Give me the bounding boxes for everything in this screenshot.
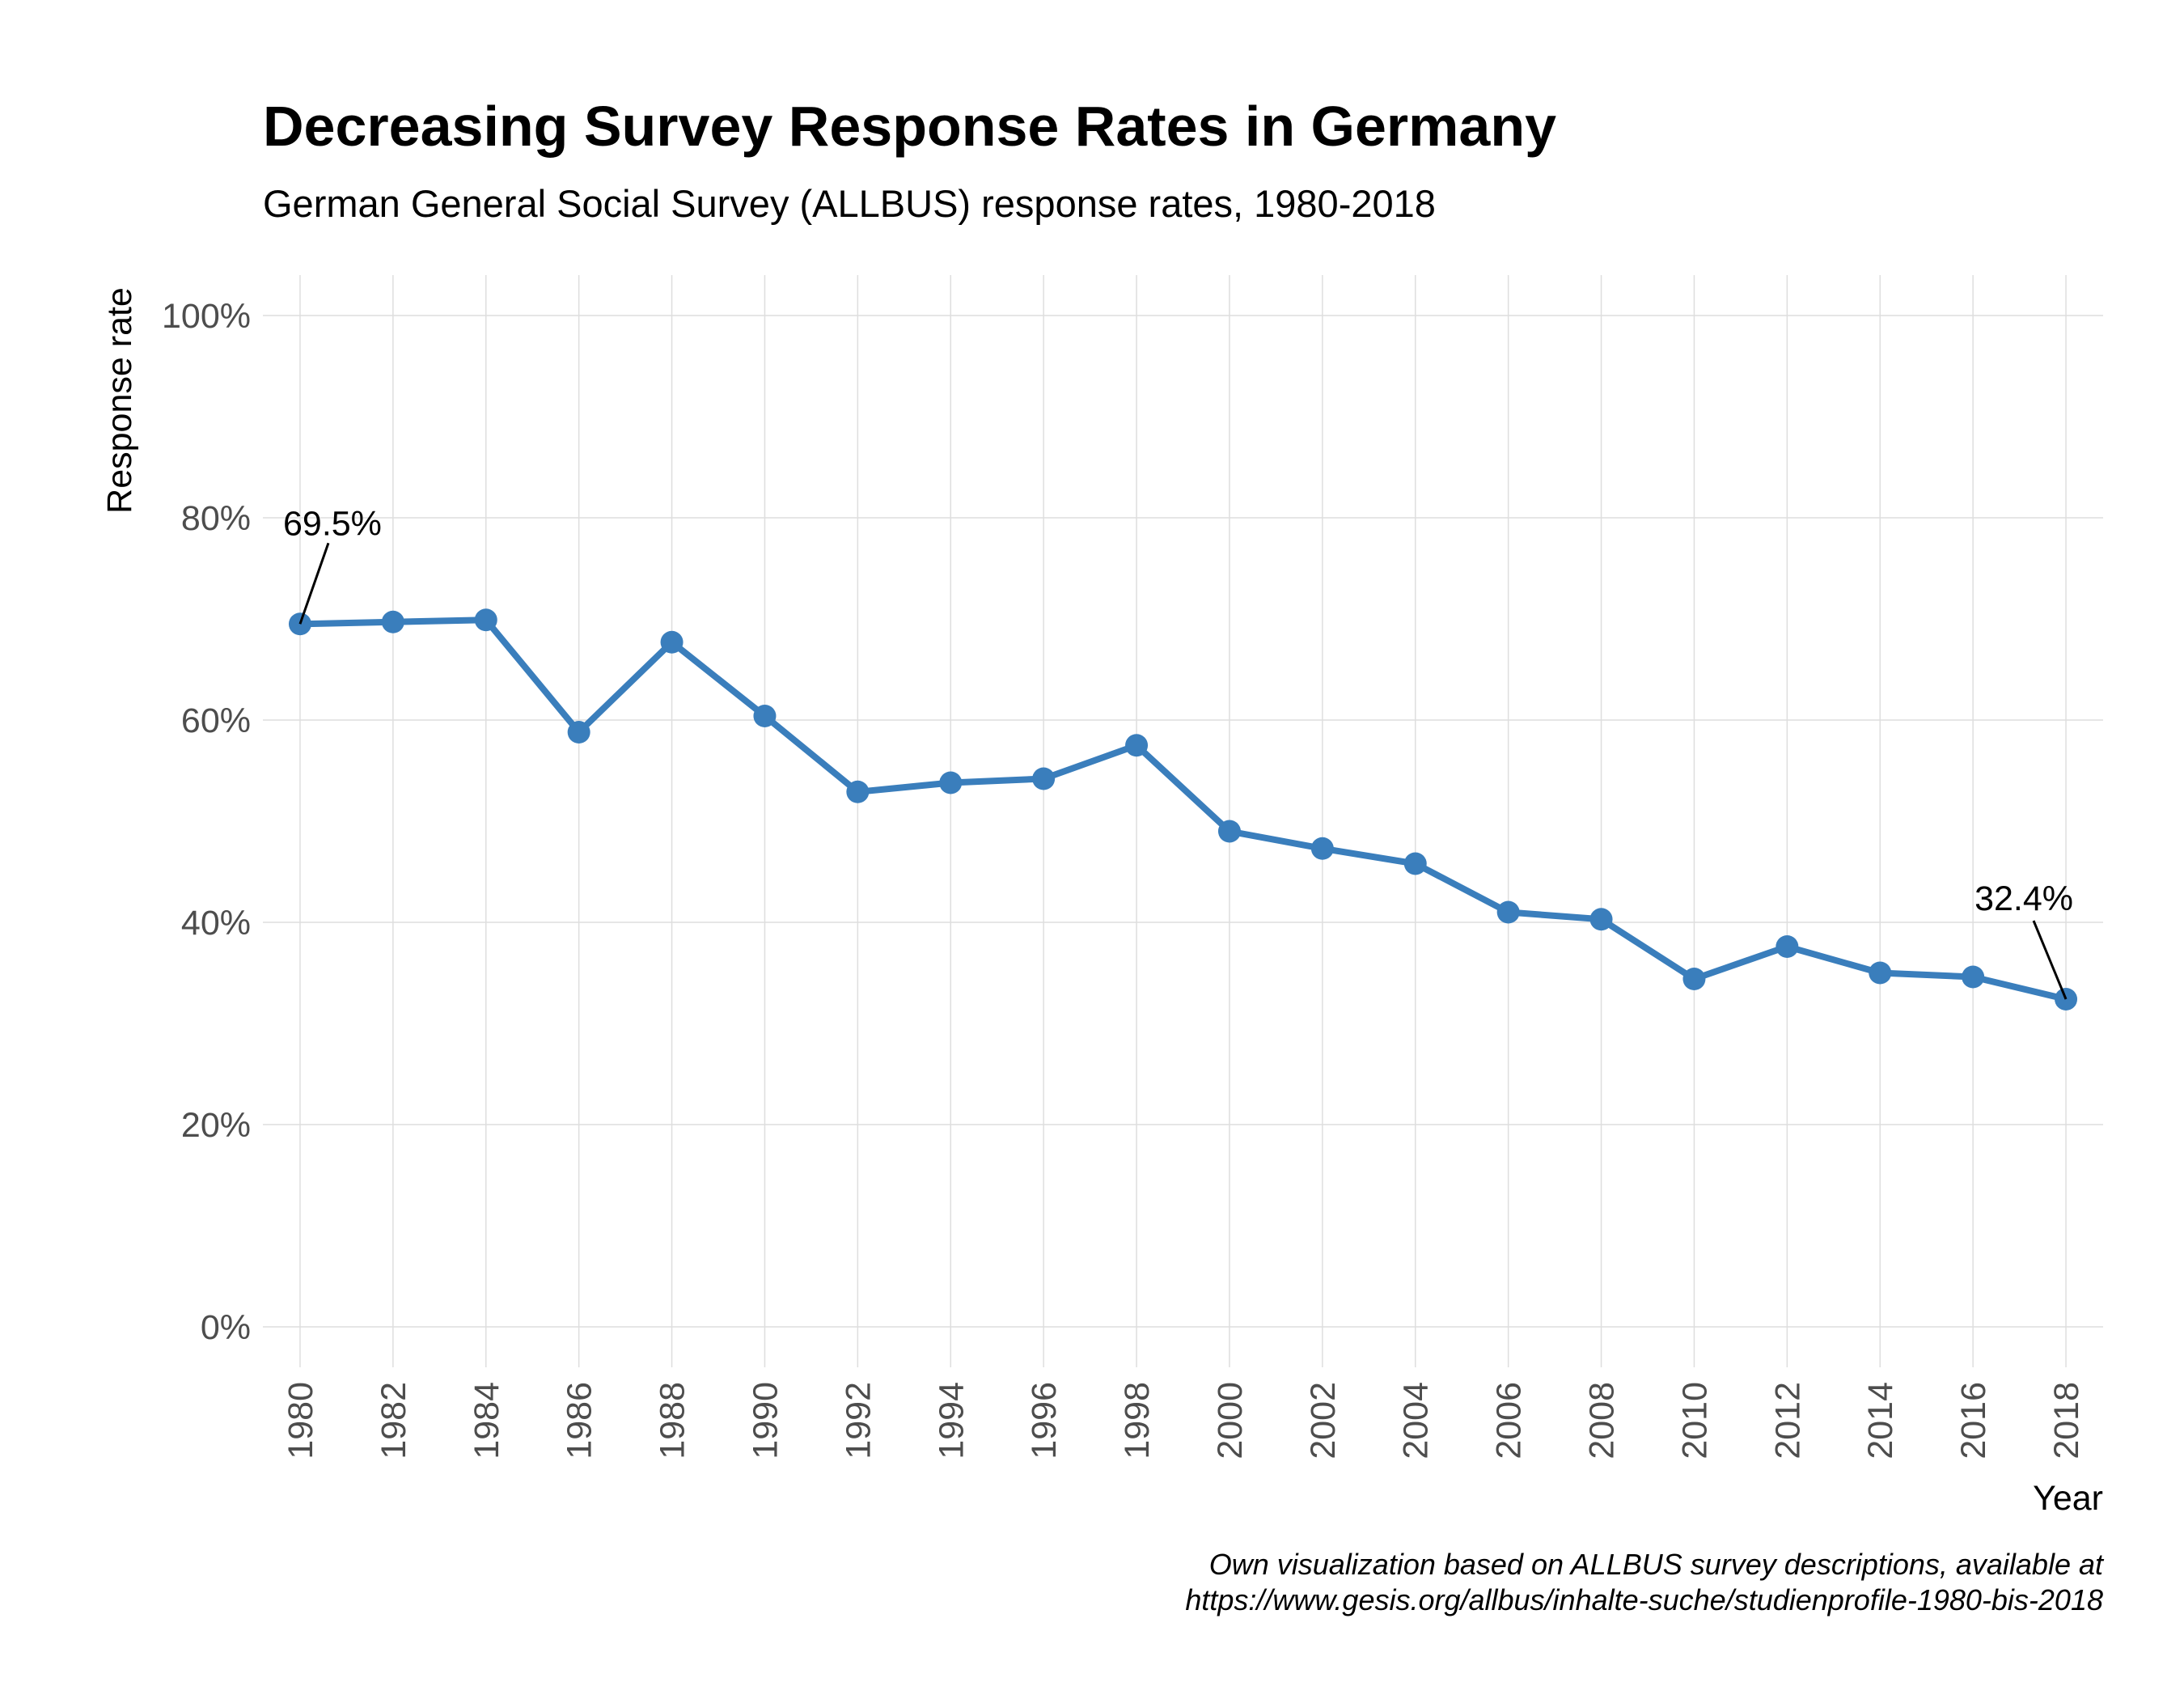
y-axis-title: Response rate (100, 287, 139, 514)
chart-subtitle: German General Social Survey (ALLBUS) re… (263, 182, 1436, 225)
data-point (1032, 767, 1056, 790)
data-point (660, 630, 684, 654)
y-tick-label: 0% (201, 1308, 251, 1347)
x-tick-label: 2016 (1954, 1382, 1993, 1460)
x-tick-label: 1994 (932, 1382, 971, 1460)
x-tick-label: 2012 (1768, 1382, 1807, 1460)
x-tick-label: 2008 (1583, 1382, 1622, 1460)
data-point (1869, 961, 1892, 985)
data-point (1496, 900, 1520, 924)
y-tick-label: 40% (181, 904, 251, 943)
data-point (1403, 852, 1427, 875)
x-tick-label: 1984 (468, 1382, 506, 1460)
annotation-layer: 69.5% 32.4% (283, 504, 2073, 1000)
y-tick-label: 60% (181, 701, 251, 740)
x-tick-label: 2006 (1490, 1382, 1529, 1460)
x-tick-label: 1990 (746, 1382, 785, 1460)
data-point (1589, 908, 1613, 931)
data-point (1682, 968, 1706, 990)
series-line (297, 616, 2069, 1002)
x-tick-label: 2018 (2047, 1382, 2086, 1460)
y-tick-label: 20% (181, 1106, 251, 1145)
x-tick-label: 2002 (1304, 1382, 1343, 1460)
chart-title: Decreasing Survey Response Rates in Germ… (263, 95, 1556, 158)
x-tick-label: 1998 (1118, 1382, 1157, 1460)
x-tick-label: 1992 (839, 1382, 878, 1460)
data-point (1776, 935, 1799, 958)
x-tick-label: 1980 (281, 1382, 320, 1460)
data-point (753, 705, 777, 727)
data-point (1962, 965, 1985, 989)
x-tick-label: 1996 (1025, 1382, 1064, 1460)
y-tick-label: 100% (162, 297, 251, 336)
x-tick-label: 2000 (1211, 1382, 1250, 1460)
caption-line-1: Own visualization based on ALLBUS survey… (1209, 1548, 2105, 1581)
data-point (381, 610, 404, 633)
x-tick-label: 1988 (654, 1382, 692, 1460)
caption-line-2: https://www.gesis.org/allbus/inhalte-suc… (1185, 1583, 2103, 1616)
x-axis-ticks: 1980 1982 1984 1986 1988 1990 1992 1994 1996 1998… (281, 1382, 2086, 1460)
data-point (846, 780, 870, 803)
x-tick-label: 2010 (1675, 1382, 1714, 1460)
data-point (1217, 820, 1241, 843)
annotation-label: 32.4% (1974, 879, 2073, 918)
data-point (1310, 837, 1334, 860)
x-tick-label: 1986 (561, 1382, 599, 1460)
x-axis-title: Year (2033, 1479, 2103, 1518)
annotation-label: 69.5% (283, 504, 382, 543)
y-tick-label: 80% (181, 499, 251, 538)
data-point (474, 608, 497, 632)
x-tick-label: 1982 (375, 1382, 413, 1460)
annotation-leader (2032, 920, 2068, 1000)
y-axis-ticks: 0% 20% 40% 60% 80% 100% (162, 297, 251, 1347)
data-point (939, 771, 963, 794)
x-tick-label: 2004 (1397, 1382, 1436, 1460)
point-layer (288, 608, 2078, 1011)
grid (263, 275, 2103, 1367)
annotation-leader (298, 542, 330, 625)
series-layer (297, 616, 2069, 1002)
data-point (1125, 734, 1149, 757)
x-tick-label: 2014 (1861, 1382, 1900, 1460)
data-point (567, 721, 590, 744)
